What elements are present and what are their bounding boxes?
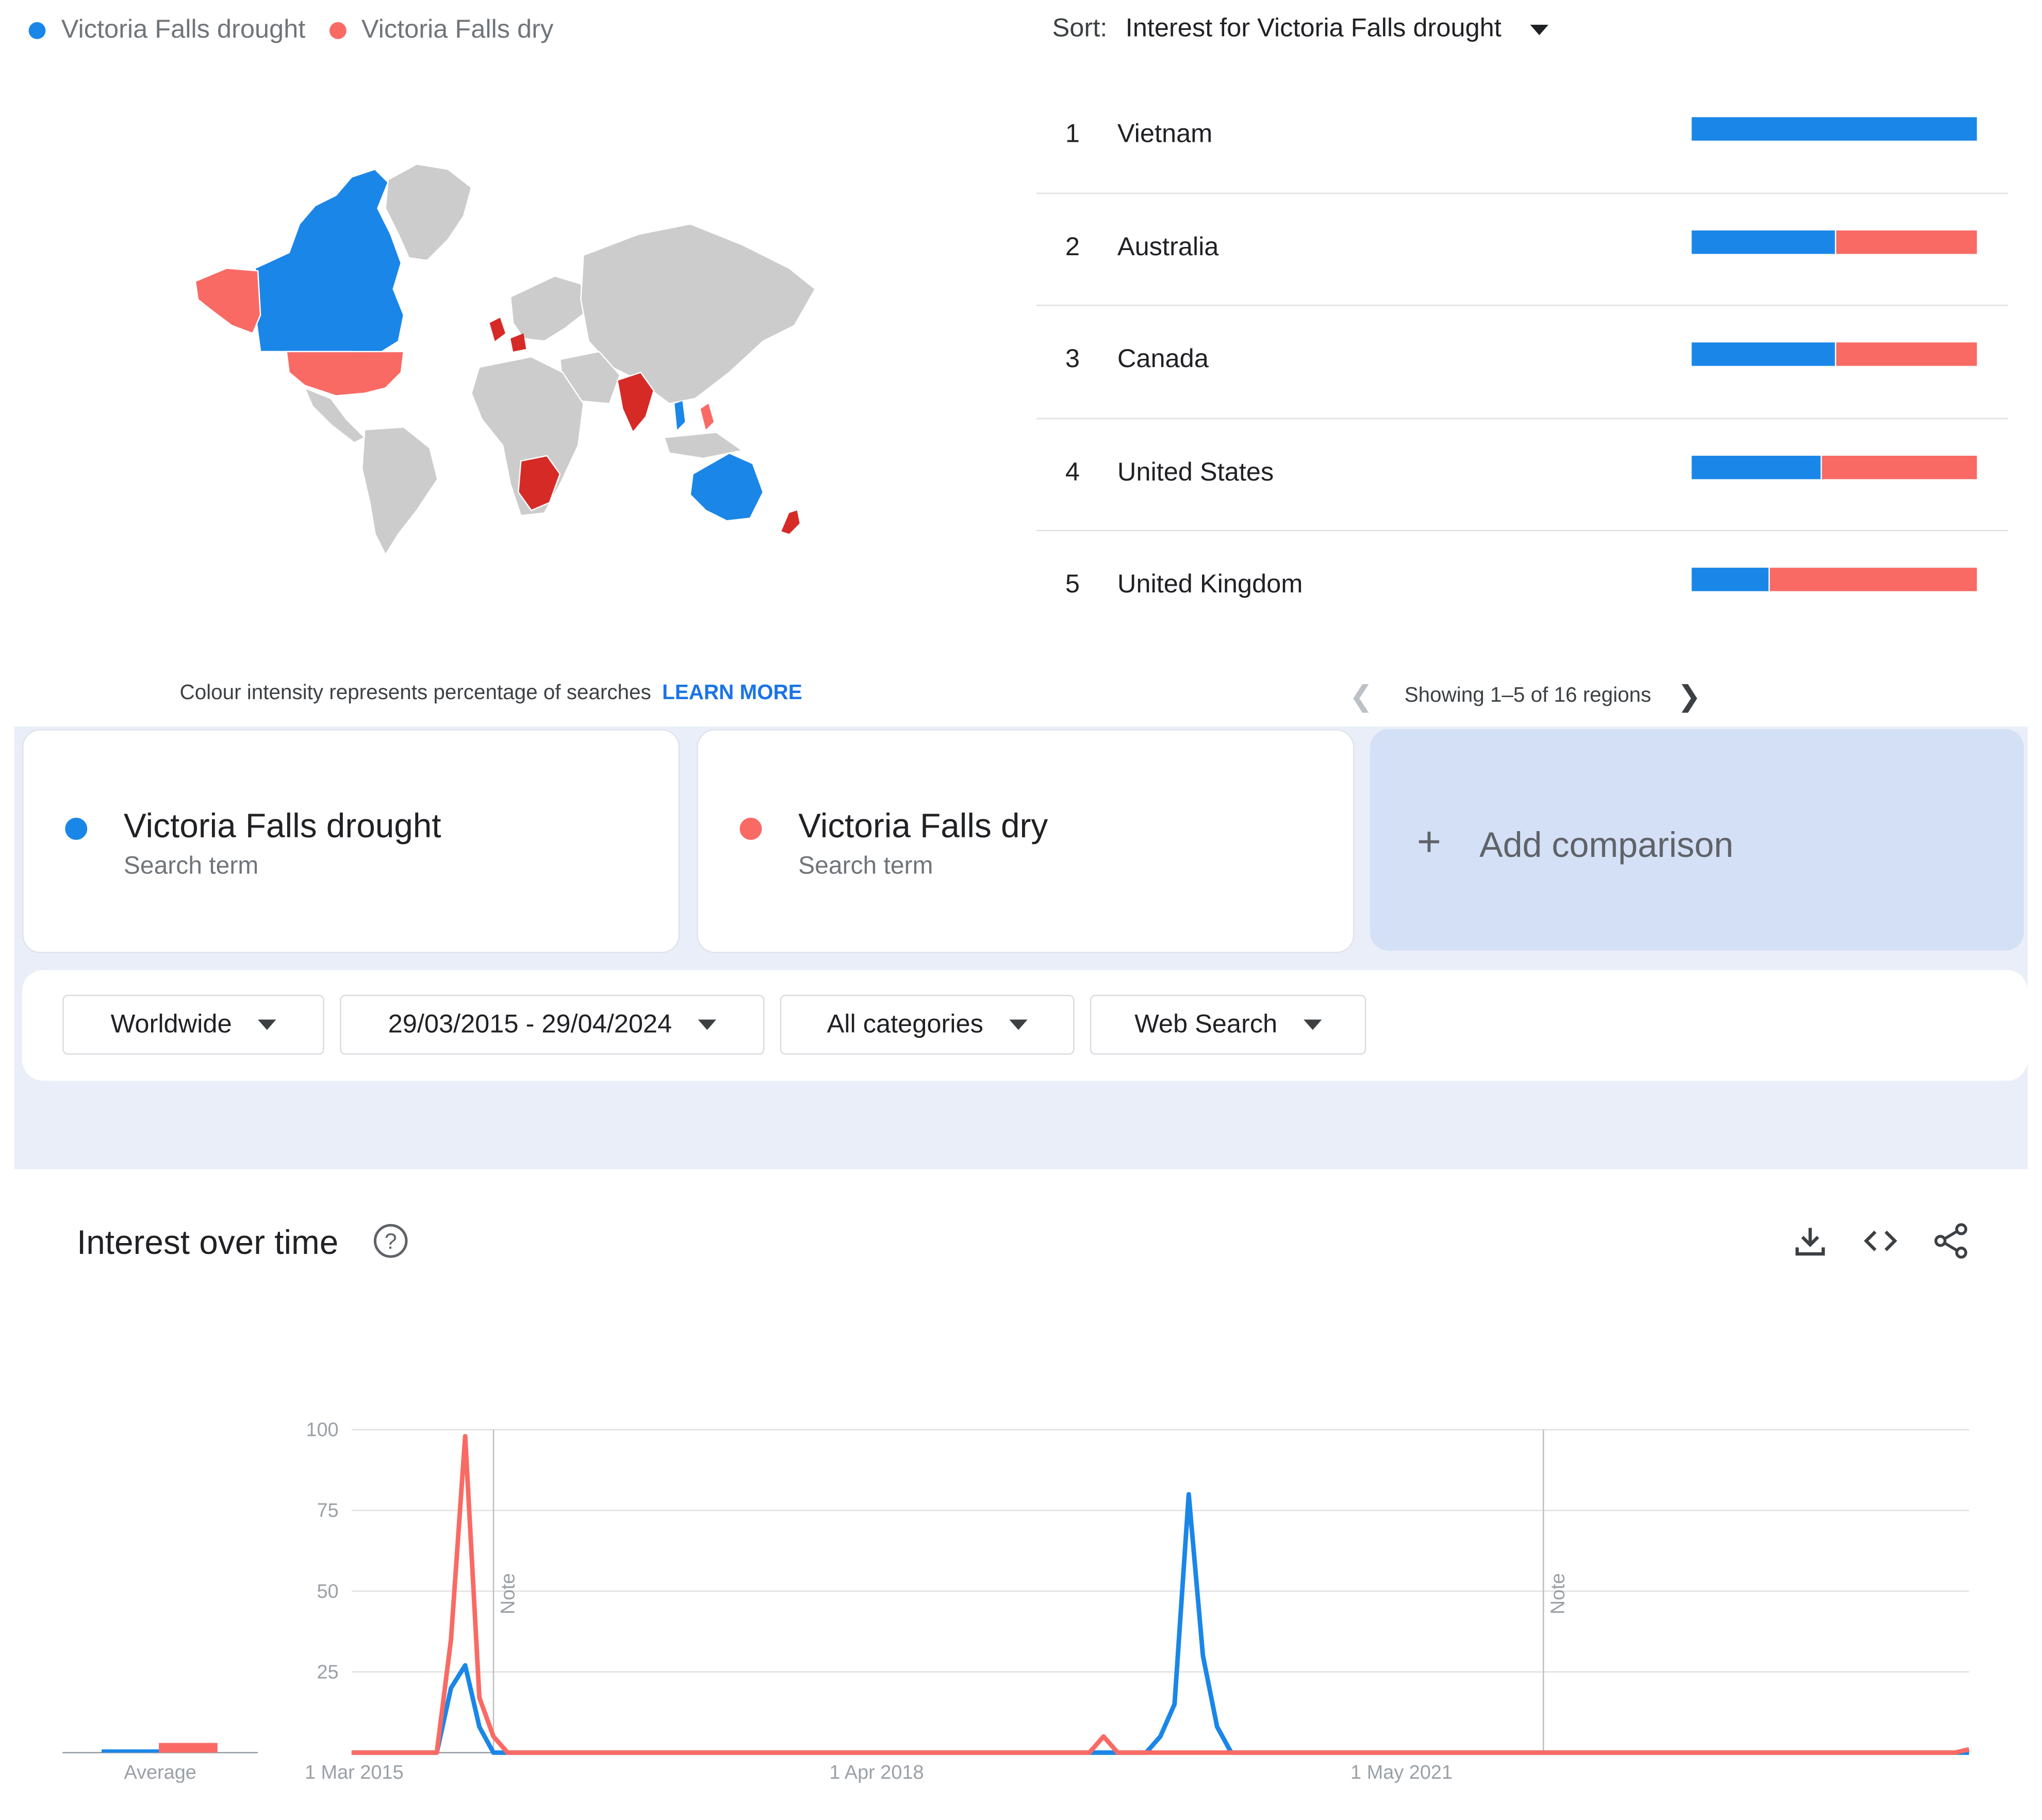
series-line-1 <box>351 1492 1969 1755</box>
location-dropdown[interactable]: Worldwide <box>62 995 324 1055</box>
term1-color-dot <box>28 22 46 39</box>
term2-share-bar <box>1836 229 1977 254</box>
section-title: Interest over time <box>77 1222 339 1262</box>
date-range-dropdown[interactable]: 29/03/2015 - 29/04/2024 <box>340 995 765 1055</box>
term1-share-bar <box>1691 342 1835 366</box>
term1-type: Search term <box>123 853 259 881</box>
term-card-1[interactable]: Victoria Falls drought Search term <box>22 729 680 953</box>
y-tick-label: 75 <box>317 1500 338 1521</box>
share-icon[interactable] <box>1931 1221 1970 1261</box>
region-name: United Kingdom <box>1117 570 1303 599</box>
term1-share-bar <box>1691 455 1821 479</box>
legend-item-term2: Victoria Falls dry <box>328 15 554 45</box>
region-rank: 1 <box>1065 120 1080 148</box>
region-rank: 2 <box>1065 232 1080 261</box>
help-icon[interactable]: ? <box>373 1223 408 1258</box>
map-footnote: Colour intensity represents percentage o… <box>180 682 802 705</box>
region-row[interactable]: 5 United Kingdom <box>1036 531 2008 643</box>
region-share-bar <box>1691 117 1977 141</box>
region-rank: 4 <box>1065 457 1080 487</box>
average-bar <box>101 1749 160 1753</box>
y-tick-label: 50 <box>317 1581 338 1602</box>
region-row[interactable]: 4 United States <box>1036 419 2008 532</box>
region-name: Canada <box>1117 345 1209 374</box>
chart-legend: Victoria Falls drought Victoria Falls dr… <box>28 15 577 45</box>
add-comparison-label: Add comparison <box>1479 825 1734 865</box>
average-label: Average <box>124 1762 196 1783</box>
sort-dropdown[interactable]: Sort: Interest for Victoria Falls drough… <box>1052 14 1549 44</box>
region-ranking-list: 1 Vietnam 2 Australia 3 Canada 4 United States 5… <box>1036 81 2008 644</box>
learn-more-link[interactable]: LEARN MORE <box>662 682 802 705</box>
average-bar <box>159 1743 218 1753</box>
add-comparison-button[interactable]: + Add comparison <box>1370 729 2024 951</box>
legend-item-term1: Victoria Falls drought <box>28 15 306 45</box>
series-line-2 <box>351 1434 1970 1755</box>
date-range-value: 29/03/2015 - 29/04/2024 <box>388 1010 672 1039</box>
region-row[interactable]: 2 Australia <box>1036 193 2008 306</box>
download-icon[interactable] <box>1791 1221 1830 1261</box>
term2-share-bar <box>1770 568 1977 591</box>
region-rank: 5 <box>1065 570 1080 599</box>
region-rank: 3 <box>1065 345 1080 374</box>
legend-term1-label: Victoria Falls drought <box>61 15 306 44</box>
y-tick-label: 100 <box>306 1419 338 1441</box>
chevron-right-icon[interactable]: ❯ <box>1677 680 1702 713</box>
x-tick-label: 1 Mar 2015 <box>305 1762 404 1783</box>
term1-color-dot <box>65 818 88 840</box>
term2-color-dot <box>328 22 346 39</box>
dropdown-caret-icon <box>1009 1019 1028 1030</box>
legend-term2-label: Victoria Falls dry <box>361 15 554 44</box>
region-share-bar <box>1691 229 1977 254</box>
x-tick-label: 1 May 2021 <box>1351 1762 1453 1783</box>
term1-share-bar <box>1691 229 1835 254</box>
location-value: Worldwide <box>110 1010 232 1039</box>
search-type-dropdown[interactable]: Web Search <box>1090 995 1366 1055</box>
world-map-graphic <box>194 163 816 556</box>
x-tick-label: 1 Apr 2018 <box>829 1762 924 1783</box>
term2-share-bar <box>1836 342 1977 366</box>
term1-share-bar <box>1691 117 1977 141</box>
search-type-value: Web Search <box>1134 1010 1278 1039</box>
plus-icon: + <box>1417 818 1441 865</box>
note-label: Note <box>497 1573 519 1614</box>
region-name: Australia <box>1117 232 1219 261</box>
filter-bar: Worldwide 29/03/2015 - 29/04/2024 All ca… <box>22 970 2028 1081</box>
region-share-bar <box>1691 455 1977 479</box>
term2-type: Search term <box>798 853 933 881</box>
region-name: Vietnam <box>1117 120 1213 148</box>
map-note-text: Colour intensity represents percentage o… <box>179 682 651 705</box>
region-row[interactable]: 3 Canada <box>1036 306 2008 419</box>
dropdown-caret-icon <box>698 1019 716 1030</box>
chevron-left-icon[interactable]: ❮ <box>1349 680 1373 713</box>
category-value: All categories <box>827 1010 983 1039</box>
world-map[interactable] <box>169 143 833 573</box>
term2-color-dot <box>739 818 762 840</box>
y-tick-label: 25 <box>317 1661 338 1683</box>
region-share-bar <box>1691 342 1977 366</box>
term-card-2[interactable]: Victoria Falls dry Search term <box>697 729 1355 953</box>
dropdown-caret-icon <box>1530 24 1549 35</box>
dropdown-caret-icon <box>1303 1019 1322 1030</box>
region-name: United States <box>1117 457 1274 487</box>
dropdown-caret-icon <box>258 1019 276 1030</box>
region-row[interactable]: 1 Vietnam <box>1036 81 2008 194</box>
region-share-bar <box>1691 568 1977 591</box>
interest-over-time-card: Interest over time ? <box>22 1169 2028 1820</box>
embed-icon[interactable] <box>1861 1221 1900 1261</box>
term2-name: Victoria Falls dry <box>798 806 1048 846</box>
sort-value: Interest for Victoria Falls drought <box>1125 14 1502 43</box>
term2-share-bar <box>1822 455 1977 479</box>
term1-share-bar <box>1691 568 1769 591</box>
region-pager: ❮ Showing 1–5 of 16 regions ❯ <box>1349 680 1701 714</box>
term1-name: Victoria Falls drought <box>123 806 441 846</box>
pager-text: Showing 1–5 of 16 regions <box>1404 685 1652 707</box>
sort-label: Sort: <box>1052 14 1108 43</box>
category-dropdown[interactable]: All categories <box>780 995 1075 1055</box>
note-label: Note <box>1547 1573 1569 1614</box>
